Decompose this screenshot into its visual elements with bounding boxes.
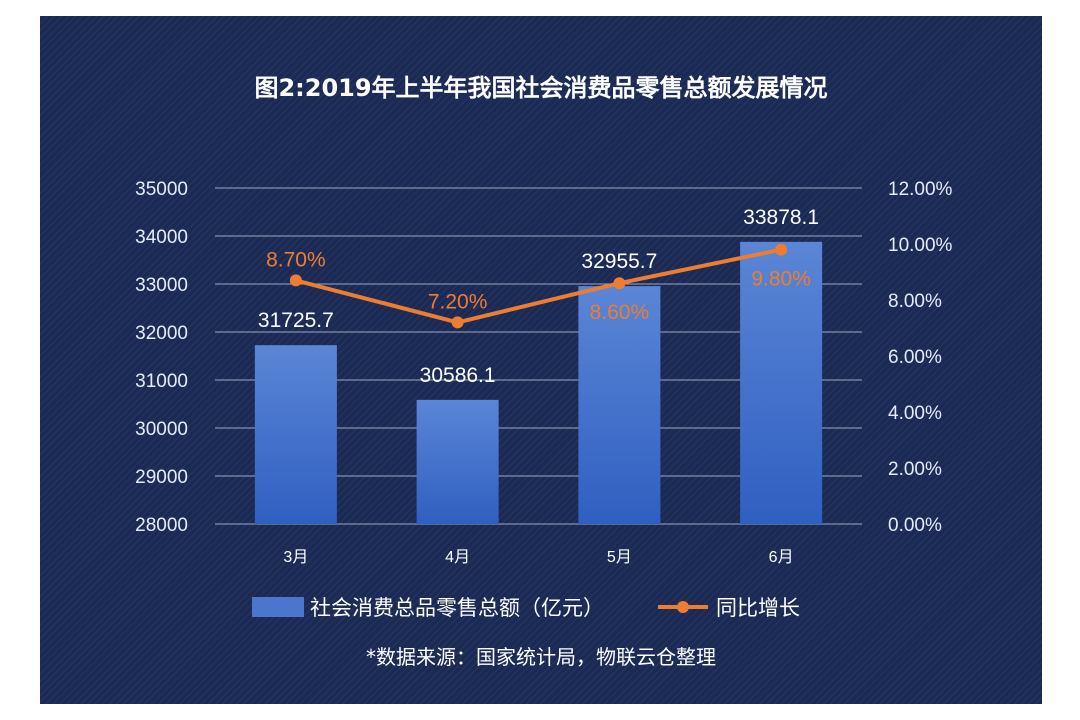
data-labels: 31725.7 30586.1 32955.7 33878.1 8.70% 7.20% 8.… xyxy=(258,206,819,387)
growth-value-label: 8.70% xyxy=(266,248,326,271)
y-right-tick-label: 4.00% xyxy=(888,403,942,424)
line-series xyxy=(289,243,788,329)
y-left-tick-label: 34000 xyxy=(135,227,188,248)
combo-chart: 图2:2019年上半年我国社会消费品零售总额发展情况 28000 29000 300… xyxy=(135,74,952,669)
y-right-tick-label: 0.00% xyxy=(888,515,942,536)
y-left-tick-label: 31000 xyxy=(135,371,188,392)
bar-value-label: 31725.7 xyxy=(258,309,334,332)
bar xyxy=(254,345,337,524)
bar xyxy=(416,399,499,524)
y-left-tick-label: 35000 xyxy=(135,179,188,200)
bar-value-label: 30586.1 xyxy=(420,364,496,387)
x-tick-label: 3月 xyxy=(283,549,308,566)
growth-value-label: 7.20% xyxy=(428,290,488,313)
x-tick-label: 4月 xyxy=(445,549,470,566)
growth-line xyxy=(295,247,782,325)
growth-value-label: 9.80% xyxy=(751,268,811,291)
y-right-tick-label: 12.00% xyxy=(888,179,953,200)
bar-series xyxy=(254,241,823,524)
bar xyxy=(578,286,661,524)
y-right-tick-label: 10.00% xyxy=(888,235,953,256)
x-tick-label: 5月 xyxy=(607,549,632,566)
y-left-tick-label: 30000 xyxy=(135,419,188,440)
growth-point xyxy=(289,274,302,287)
legend-bar-swatch xyxy=(252,597,304,617)
bar xyxy=(740,241,823,524)
legend-line-marker xyxy=(677,601,689,613)
x-tick-label: 6月 xyxy=(769,549,794,566)
bar-value-label: 32955.7 xyxy=(581,250,657,273)
y-right-tick-label: 8.00% xyxy=(888,291,942,312)
growth-point xyxy=(775,243,788,256)
growth-point xyxy=(613,277,626,290)
growth-point xyxy=(451,316,464,329)
y-left-tick-label: 32000 xyxy=(135,323,188,344)
legend: 社会消费总品零售总额（亿元） 同比增长 xyxy=(252,596,800,620)
bar-value-label: 33878.1 xyxy=(743,206,819,229)
legend-line-label: 同比增长 xyxy=(716,596,800,620)
y-left-tick-label: 33000 xyxy=(135,275,188,296)
y-left-tick-label: 28000 xyxy=(135,515,188,536)
axes: 28000 29000 30000 31000 32000 33000 34000 35000… xyxy=(135,179,952,566)
y-right-tick-label: 2.00% xyxy=(888,459,942,480)
legend-bar-label: 社会消费总品零售总额（亿元） xyxy=(310,596,604,620)
y-left-tick-label: 29000 xyxy=(135,467,188,488)
chart-panel: 图2:2019年上半年我国社会消费品零售总额发展情况 28000 29000 300… xyxy=(40,16,1042,704)
y-right-tick-label: 6.00% xyxy=(888,347,942,368)
chart-title: 图2:2019年上半年我国社会消费品零售总额发展情况 xyxy=(254,74,827,102)
source-note: *数据来源：国家统计局，物联云仓整理 xyxy=(366,645,716,669)
growth-value-label: 8.60% xyxy=(590,301,650,324)
